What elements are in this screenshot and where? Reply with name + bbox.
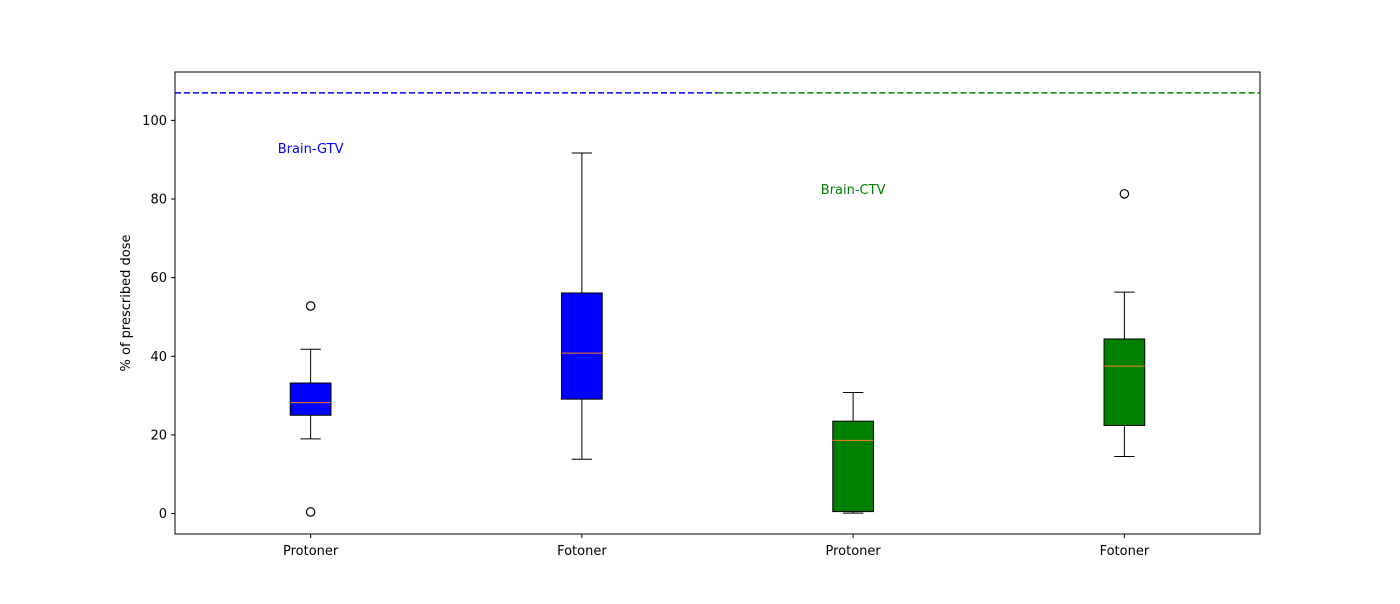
y-tick-label: 20	[150, 428, 167, 443]
box-2	[832, 420, 874, 513]
x-tick-label: Fotoner	[1100, 544, 1150, 559]
box-3	[1103, 338, 1146, 426]
box-0	[289, 382, 332, 416]
y-tick-label: 40	[150, 350, 167, 365]
x-tick-label: Protoner	[825, 544, 881, 559]
x-tick-label: Fotoner	[557, 544, 607, 559]
outlier-point	[1119, 189, 1130, 199]
y-tick-label: 80	[150, 193, 167, 208]
outlier-point	[305, 507, 316, 517]
x-tick-label: Protoner	[283, 544, 339, 559]
y-tick-label: 60	[150, 271, 167, 286]
annotation-label: Brain-GTV	[278, 142, 344, 157]
box-1	[561, 292, 603, 400]
annotation-label: Brain-CTV	[821, 183, 886, 198]
y-tick-label: 0	[159, 507, 167, 522]
y-tick-label: 100	[142, 114, 167, 129]
plot-frame	[174, 71, 1261, 535]
y-axis-label: % of prescribed dose	[119, 235, 134, 372]
outlier-point	[305, 301, 316, 311]
